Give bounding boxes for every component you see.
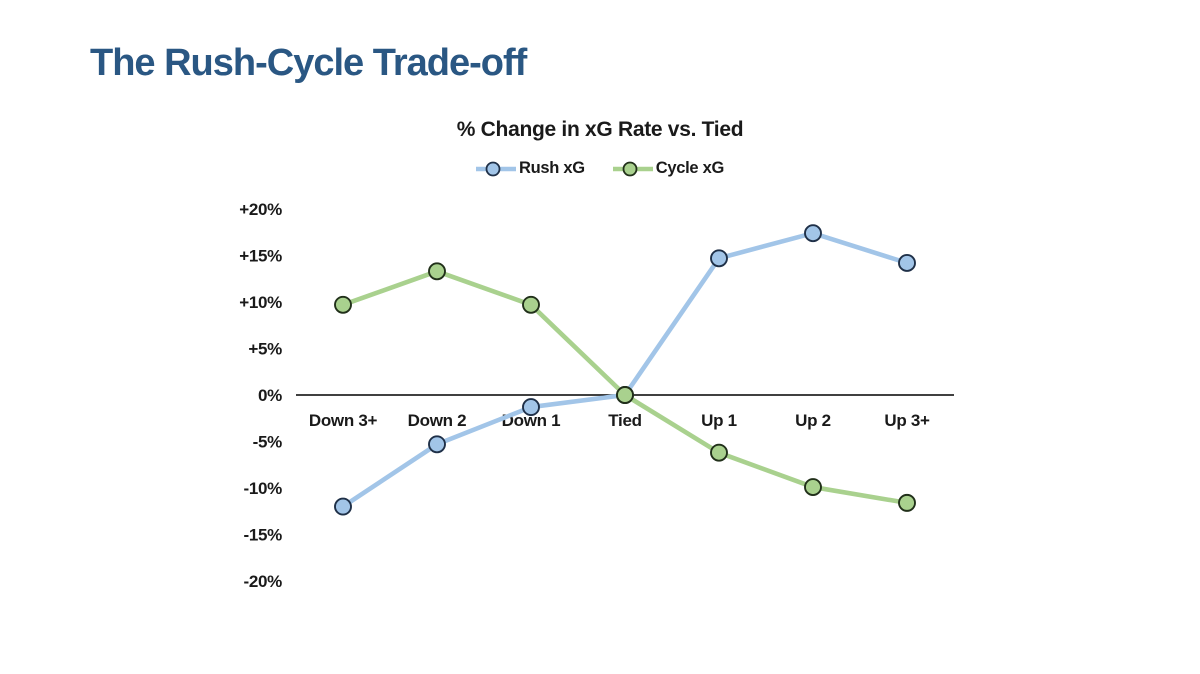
legend-swatch-rush-xg xyxy=(476,161,516,176)
y-tick-label: 0% xyxy=(258,386,282,405)
x-category-label: Down 3+ xyxy=(309,411,378,430)
data-point-cycle-xg-tied xyxy=(616,386,634,404)
y-tick-label: -5% xyxy=(253,433,283,452)
data-point-cycle-xg-down-3- xyxy=(334,295,352,314)
legend-marker-rush-xg xyxy=(485,161,501,176)
x-category-label: Down 1 xyxy=(502,411,561,430)
y-tick-label: -15% xyxy=(244,526,283,545)
y-tick-label: +20% xyxy=(239,200,282,219)
y-tick-label: +5% xyxy=(248,340,282,359)
data-point-rush-xg-down-3- xyxy=(334,497,352,516)
legend-label-rush-xg: Rush xG xyxy=(519,159,585,177)
x-category-label: Up 1 xyxy=(701,411,737,430)
legend-swatch-cycle-xg xyxy=(612,161,653,176)
data-point-rush-xg-down-2 xyxy=(428,435,446,454)
y-tick-label: +15% xyxy=(239,247,282,266)
data-point-rush-xg-down-1 xyxy=(522,398,540,417)
data-point-rush-xg-up-1 xyxy=(710,249,728,268)
x-category-label: Down 2 xyxy=(408,411,467,430)
data-point-cycle-xg-up-2 xyxy=(804,478,822,497)
legend-label-cycle-xg: Cycle xG xyxy=(655,159,725,177)
data-point-cycle-xg-down-2 xyxy=(428,262,446,281)
legend-marker-cycle-xg xyxy=(622,161,638,176)
x-category-label: Tied xyxy=(608,411,641,430)
data-point-cycle-xg-down-1 xyxy=(522,295,540,314)
data-point-cycle-xg-up-3- xyxy=(898,493,916,512)
data-point-cycle-xg-up-1 xyxy=(710,443,728,462)
chart-legend: Rush xG Cycle xG xyxy=(0,159,1200,178)
legend-item-rush-xg: Rush xG xyxy=(476,159,585,178)
data-point-rush-xg-up-2 xyxy=(804,224,822,243)
x-category-label: Up 2 xyxy=(795,411,831,430)
x-category-label: Up 3+ xyxy=(884,411,930,430)
legend-item-cycle-xg: Cycle xG xyxy=(612,159,725,178)
y-tick-label: -10% xyxy=(244,479,283,498)
page-title: The Rush-Cycle Trade-off xyxy=(90,42,527,84)
data-point-rush-xg-up-3- xyxy=(898,253,916,272)
y-tick-label: -20% xyxy=(244,572,283,591)
chart-title: % Change in xG Rate vs. Tied xyxy=(456,118,744,141)
y-tick-label: +10% xyxy=(239,293,282,312)
